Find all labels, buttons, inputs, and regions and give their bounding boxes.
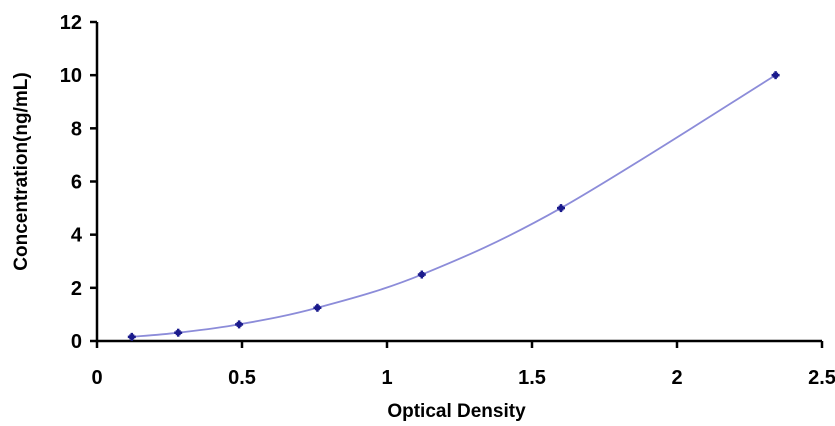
data-point	[127, 332, 136, 341]
y-tick-label: 0	[71, 331, 82, 353]
x-tick-label: 1.5	[518, 367, 546, 389]
x-tick-label: 0.5	[228, 367, 256, 389]
y-tick-label: 4	[71, 225, 83, 247]
y-tick-label: 2	[71, 278, 82, 300]
y-tick-label: 10	[60, 65, 82, 87]
data-point	[771, 71, 780, 80]
y-tick-label: 6	[71, 172, 82, 194]
data-point	[235, 320, 244, 329]
data-point	[417, 270, 426, 279]
x-axis-title: Optical Density	[387, 401, 526, 422]
axes: 0 2 4 6 8 10 12 0 0.5 1 1.5 2 2.5	[60, 12, 835, 389]
data-point	[174, 328, 183, 337]
x-tick-label: 1	[381, 367, 392, 389]
y-tick-label: 12	[60, 12, 82, 34]
x-tick-label: 2	[671, 367, 682, 389]
data-point	[557, 204, 565, 213]
data-point	[313, 303, 322, 312]
x-tick-label: 0	[91, 367, 102, 389]
data-points-layer	[127, 71, 780, 341]
y-tick-label: 8	[71, 118, 82, 140]
fit-curve-layer	[131, 74, 777, 338]
fit-curve	[131, 74, 777, 338]
y-axis-title: Concentration(ng/mL)	[11, 72, 32, 270]
x-tick-label: 2.5	[808, 367, 835, 389]
